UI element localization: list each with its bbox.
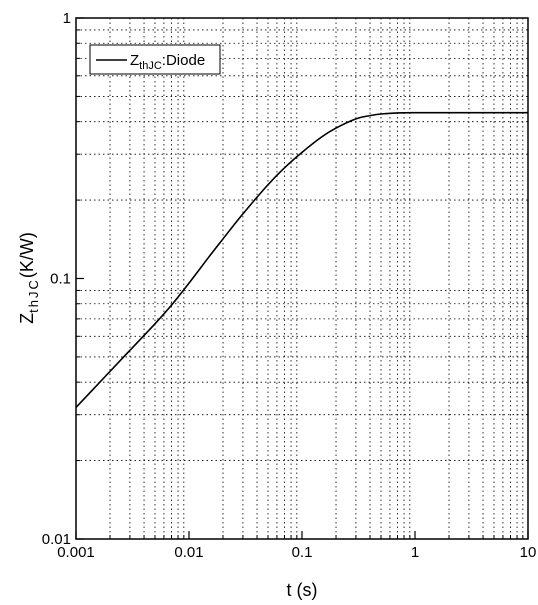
y-axis-title-unit: (K/W) [17, 232, 37, 278]
x-tick-label: 1 [411, 544, 419, 561]
x-tick-label: 10 [520, 544, 537, 561]
y-axis-title-sub: thJC [26, 278, 41, 313]
y-tick-label: 1 [63, 10, 71, 27]
y-tick-label: 0.01 [42, 531, 71, 548]
legend-label-main: Z [130, 52, 139, 69]
tick-labels: 0.001 0.01 0.1 1 100.010.11 [42, 10, 537, 561]
grid-lines [76, 18, 528, 539]
axis-ticks [75, 17, 529, 540]
legend-label: ZthJC:Diode [130, 52, 205, 72]
y-tick-label: 0.1 [50, 271, 71, 288]
legend: ZthJC:Diode [89, 44, 221, 75]
y-axis-title-main: Z [17, 313, 37, 324]
x-tick-label: 0.01 [174, 544, 203, 561]
x-tick-label: 0.001 [57, 544, 95, 561]
legend-label-sub: thJC [139, 60, 162, 72]
x-tick-label: 0.1 [292, 544, 313, 561]
x-axis-title: t (s) [287, 580, 318, 600]
y-axis-title: ZthJC(K/W) [17, 232, 41, 324]
series-line-diode [75, 111, 529, 408]
legend-label-rest: :Diode [162, 52, 205, 69]
